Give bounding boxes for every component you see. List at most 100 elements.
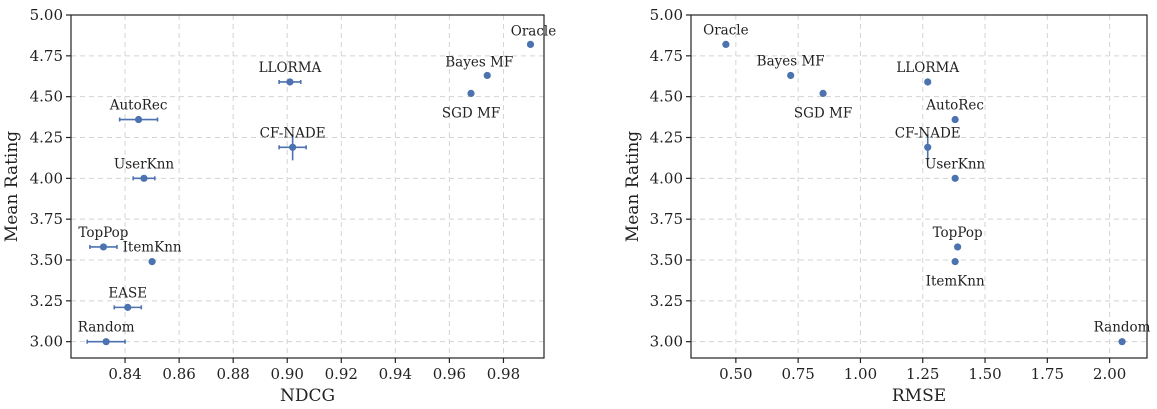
x-tick-label: 0.75 — [781, 365, 814, 383]
data-marker — [148, 258, 156, 266]
point-label: Bayes MF — [757, 53, 825, 69]
point-label: ItemKnn — [926, 274, 985, 290]
data-point-autorec: AutoRec — [925, 98, 984, 124]
x-tick-label: 0.90 — [271, 365, 304, 383]
y-tick-label: 3.25 — [30, 292, 63, 310]
data-marker — [286, 78, 294, 86]
data-marker — [787, 71, 795, 80]
x-tick-label: 1.25 — [906, 365, 939, 383]
data-marker — [954, 243, 962, 251]
data-point-llorma: LLORMA — [896, 60, 959, 86]
data-point-userknn: UserKnn — [925, 156, 986, 182]
x-tick-label: 1.00 — [844, 365, 877, 383]
data-point-bayes-mf: Bayes MF — [757, 53, 825, 80]
point-label: CF-NADE — [260, 125, 326, 141]
data-point-oracle: Oracle — [703, 22, 749, 49]
point-label: UserKnn — [114, 156, 175, 172]
y-tick-label: 4.75 — [30, 47, 63, 65]
data-marker — [722, 40, 730, 49]
data-marker — [924, 78, 932, 86]
data-marker — [289, 143, 297, 151]
point-label: SGD MF — [794, 105, 852, 121]
data-marker — [819, 89, 827, 97]
point-label: ItemKnn — [123, 240, 182, 256]
x-tick-label: 0.94 — [379, 365, 412, 383]
x-tick-label: 1.75 — [1031, 365, 1064, 383]
point-label: Bayes MF — [445, 54, 513, 70]
x-tick-label: 0.98 — [487, 365, 520, 383]
y-tick-label: 5.00 — [650, 6, 683, 24]
point-label: Oracle — [703, 22, 748, 38]
data-marker — [526, 40, 535, 49]
point-label: UserKnn — [925, 156, 986, 172]
y-tick-label: 3.50 — [650, 251, 683, 269]
x-axis-label: NDCG — [280, 386, 335, 406]
data-marker — [1118, 338, 1126, 346]
y-tick-label: 3.00 — [650, 333, 683, 351]
data-point-llorma: LLORMA — [259, 60, 322, 86]
data-marker — [483, 71, 491, 80]
data-marker — [951, 258, 959, 266]
x-tick-label: 0.88 — [216, 365, 249, 383]
y-tick-label: 3.00 — [30, 333, 63, 351]
data-marker — [951, 174, 959, 182]
x-tick-label: 0.84 — [108, 365, 141, 383]
y-tick-label: 3.75 — [650, 210, 683, 228]
data-marker — [99, 243, 108, 251]
data-point-toppop: TopPop — [78, 225, 128, 251]
plot-frame — [690, 14, 1148, 359]
y-tick-label: 4.25 — [650, 129, 683, 147]
data-point-autorec: AutoRec — [109, 98, 168, 124]
x-tick-label: 0.92 — [325, 365, 358, 383]
y-tick-label: 4.75 — [650, 47, 683, 65]
point-label: TopPop — [78, 225, 128, 241]
y-tick-label: 3.50 — [30, 251, 63, 269]
data-marker — [467, 89, 475, 97]
x-tick-label: 1.50 — [968, 365, 1001, 383]
scatter-panel-1: 0.84 0.86 0.88 0.90 0.92 0.94 0.96 0.98 3.00 3.25… — [2, 6, 556, 406]
x-tick-label: 0.86 — [162, 365, 195, 383]
point-label: Oracle — [511, 23, 556, 39]
point-label: AutoRec — [109, 98, 168, 114]
point-label: LLORMA — [896, 60, 959, 76]
y-tick-label: 4.00 — [650, 169, 683, 187]
data-point-ease: EASE — [108, 285, 147, 311]
data-point-toppop: TopPop — [933, 225, 983, 251]
data-point-itemknn: ItemKnn — [926, 258, 985, 290]
data-marker — [102, 338, 110, 346]
x-tick-label: 0.96 — [433, 365, 466, 383]
data-marker — [124, 303, 132, 311]
data-point-itemknn: ItemKnn — [123, 240, 182, 266]
y-tick-label: 3.75 — [30, 210, 63, 228]
x-axis-label: RMSE — [892, 386, 946, 406]
data-point-random: Random — [78, 320, 135, 346]
data-marker — [140, 174, 148, 182]
data-point-oracle: Oracle — [511, 23, 556, 49]
data-marker — [134, 115, 143, 124]
y-tick-label: 4.25 — [30, 129, 63, 147]
y-axis-label: Mean Rating — [623, 131, 643, 242]
data-point-random: Random — [1094, 320, 1151, 346]
data-marker — [951, 115, 959, 124]
x-tick-label: 2.00 — [1093, 365, 1126, 383]
data-marker — [924, 143, 932, 151]
point-label: SGD MF — [442, 105, 500, 121]
plot-frame — [70, 14, 545, 359]
y-tick-label: 3.25 — [650, 292, 683, 310]
point-label: AutoRec — [925, 98, 984, 114]
point-label: Random — [78, 320, 135, 336]
point-label: CF-NADE — [895, 125, 961, 141]
scatter-panel-2: 0.50 0.75 1.00 1.25 1.50 1.75 2.00 3.00 3.25 3.50… — [623, 6, 1151, 406]
x-tick-label: 0.50 — [719, 365, 752, 383]
data-point-cf-nade: CF-NADE — [260, 125, 326, 161]
point-label: LLORMA — [259, 60, 322, 76]
data-point-sgd-mf: SGD MF — [794, 89, 852, 121]
point-label: EASE — [108, 285, 147, 301]
data-point-cf-nade: CF-NADE — [895, 125, 961, 161]
data-point-bayes-mf: Bayes MF — [445, 54, 513, 80]
point-label: Random — [1094, 320, 1151, 336]
y-tick-label: 4.00 — [30, 169, 63, 187]
y-tick-label: 4.50 — [30, 88, 63, 106]
y-axis-label: Mean Rating — [2, 131, 22, 242]
